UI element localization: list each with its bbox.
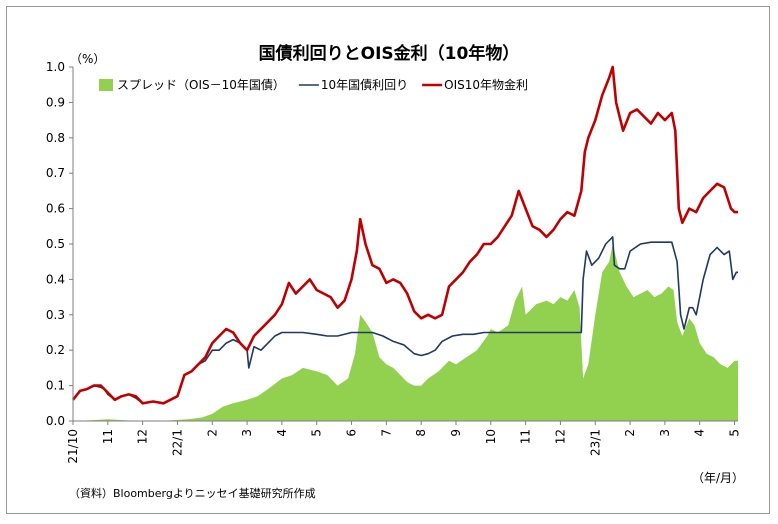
x-tick-label: 9 bbox=[449, 429, 463, 437]
x-tick-label: 8 bbox=[414, 429, 428, 437]
y-tick-label: 0.4 bbox=[46, 272, 65, 286]
x-tick-label: 23/1 bbox=[588, 429, 602, 456]
y-tick-label: 0.7 bbox=[46, 166, 65, 180]
x-tick-label: 7 bbox=[379, 429, 393, 437]
x-tick-label: 11 bbox=[519, 429, 533, 444]
legend: スプレッド（OIS－10年国債） 10年国債利回り OIS10年物金利 bbox=[99, 77, 528, 92]
x-tick-label: 4 bbox=[275, 429, 289, 437]
x-tick-label: 12 bbox=[553, 429, 567, 444]
legend-label-jgb10y: 10年国債利回り bbox=[321, 77, 408, 92]
x-tick-label: 2 bbox=[205, 429, 219, 437]
x-tick-label: 3 bbox=[658, 429, 672, 437]
legend-swatch-spread bbox=[99, 79, 113, 91]
y-tick-label: 0.3 bbox=[46, 308, 65, 322]
y-tick-label: 1.0 bbox=[46, 60, 65, 74]
chart-title: 国債利回りとOIS金利（10年物） bbox=[259, 43, 520, 64]
x-tick-label: 21/10 bbox=[66, 429, 80, 464]
chart-frame: 国債利回りとOIS金利（10年物） （%） （年/月） （資料）Bloomber… bbox=[6, 6, 770, 514]
x-tick-label: 5 bbox=[728, 429, 742, 437]
y-axis-unit: （%） bbox=[70, 52, 105, 66]
series-line-ois10y bbox=[71, 65, 738, 405]
y-tick-label: 0.6 bbox=[46, 202, 65, 216]
y-tick-label: 0.0 bbox=[46, 414, 65, 428]
chart: 国債利回りとOIS金利（10年物） （%） （年/月） （資料）Bloomber… bbox=[46, 43, 744, 500]
x-tick-label: 2 bbox=[623, 429, 637, 437]
x-tick-label: 12 bbox=[136, 429, 150, 444]
x-axis-unit: （年/月） bbox=[692, 471, 744, 485]
x-tick-label: 11 bbox=[101, 429, 115, 444]
y-tick-label: 0.1 bbox=[46, 379, 65, 393]
y-tick-label: 0.5 bbox=[46, 237, 65, 251]
legend-label-spread: スプレッド（OIS－10年国債） bbox=[117, 77, 285, 92]
x-tick-label: 6 bbox=[345, 429, 359, 437]
legend-label-ois10y: OIS10年物金利 bbox=[444, 77, 528, 92]
x-tick-label: 4 bbox=[693, 429, 707, 437]
plot-area: 0.0 0.1 0.2 0.3 0.4 0.5 0.6 0.7 0.8 0.9 1.0 21/10 11… bbox=[46, 60, 742, 464]
x-tick-label: 10 bbox=[484, 429, 498, 444]
x-tick-label: 3 bbox=[240, 429, 254, 437]
x-tick-label: 22/1 bbox=[170, 429, 184, 456]
source-note: （資料）Bloombergよりニッセイ基礎研究所作成 bbox=[69, 486, 316, 500]
series-area-spread bbox=[73, 244, 738, 421]
x-tick-label: 5 bbox=[310, 429, 324, 437]
y-tick-label: 0.8 bbox=[46, 131, 65, 145]
y-tick-label: 0.2 bbox=[46, 343, 65, 357]
y-tick-label: 0.9 bbox=[46, 95, 65, 109]
